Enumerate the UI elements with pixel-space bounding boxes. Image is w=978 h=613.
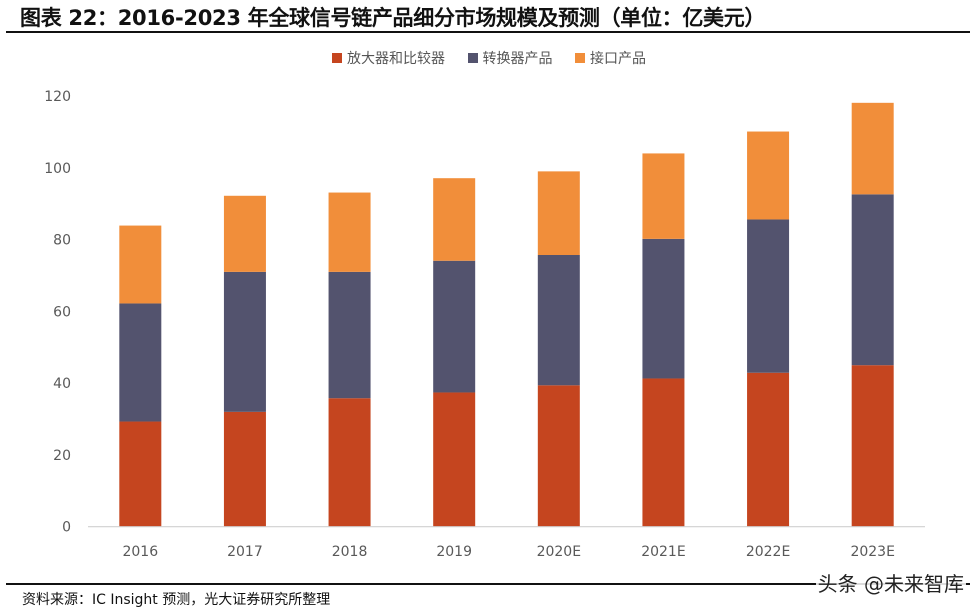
x-tick-label: 2018 bbox=[332, 544, 368, 560]
source-note: 资料来源：IC Insight 预测，光大证券研究所整理 bbox=[22, 592, 331, 608]
bar-segment-converters bbox=[537, 255, 580, 386]
legend-swatch-interface bbox=[574, 53, 585, 63]
legend-item-converters: 转换器产品 bbox=[467, 48, 553, 68]
y-tick-label: 40 bbox=[53, 376, 71, 392]
bar-segment-interface bbox=[223, 195, 266, 272]
legend-label-interface: 接口产品 bbox=[589, 51, 646, 67]
x-tick-label: 2023E bbox=[850, 544, 894, 560]
chart-title: 图表 22：2016-2023 年全球信号链产品细分市场规模及预测（单位：亿美元… bbox=[20, 6, 766, 30]
x-tick-label: 2022E bbox=[746, 544, 790, 560]
x-tick-label: 2016 bbox=[122, 544, 158, 560]
bar-segment-amplifiers bbox=[642, 378, 685, 527]
bar-segment-amplifiers bbox=[328, 398, 371, 527]
bar-segment-amplifiers bbox=[433, 392, 476, 527]
bar-segment-interface bbox=[851, 102, 894, 195]
legend-label-converters: 转换器产品 bbox=[482, 51, 553, 67]
y-tick-label: 60 bbox=[53, 304, 71, 320]
bar-segment-converters bbox=[119, 303, 162, 422]
title-divider bbox=[6, 31, 970, 33]
bar-segment-interface bbox=[328, 192, 371, 272]
legend-item-interface: 接口产品 bbox=[574, 48, 646, 68]
bar-segment-interface bbox=[433, 178, 476, 261]
bar-segment-interface bbox=[537, 171, 580, 256]
y-tick-label: 80 bbox=[53, 233, 71, 249]
x-tick-label: 2020E bbox=[537, 544, 581, 560]
y-tick-label: 120 bbox=[44, 89, 71, 105]
bar-segment-converters bbox=[328, 271, 371, 399]
legend-swatch-converters bbox=[467, 53, 478, 63]
y-tick-label: 20 bbox=[53, 448, 71, 464]
bar-segment-converters bbox=[747, 219, 790, 373]
bar-segment-converters bbox=[642, 238, 685, 379]
bar-segment-converters bbox=[433, 260, 476, 393]
bar-segment-interface bbox=[747, 131, 790, 220]
bar-segment-interface bbox=[642, 153, 685, 239]
legend-item-amplifiers: 放大器和比较器 bbox=[332, 48, 445, 68]
x-tick-label: 2021E bbox=[641, 544, 685, 560]
bar-segment-amplifiers bbox=[851, 365, 894, 527]
watermark: 头条 @未来智库 bbox=[815, 568, 966, 597]
bar-segment-amplifiers bbox=[537, 385, 580, 527]
y-tick-label: 100 bbox=[44, 161, 71, 177]
bar-segment-converters bbox=[851, 194, 894, 366]
legend-label-amplifiers: 放大器和比较器 bbox=[347, 51, 446, 67]
x-tick-label: 2017 bbox=[227, 544, 263, 560]
x-tick-label: 2019 bbox=[436, 544, 472, 560]
legend-swatch-amplifiers bbox=[332, 53, 343, 63]
bar-segment-interface bbox=[119, 225, 162, 304]
footer-divider bbox=[6, 583, 970, 585]
y-tick-label: 0 bbox=[62, 520, 71, 536]
bar-segment-amplifiers bbox=[223, 411, 266, 527]
bar-segment-amplifiers bbox=[119, 421, 162, 527]
chart-legend: 放大器和比较器 转换器产品 接口产品 bbox=[0, 48, 978, 68]
bar-segment-amplifiers bbox=[747, 372, 790, 527]
bar-segment-converters bbox=[223, 271, 266, 412]
